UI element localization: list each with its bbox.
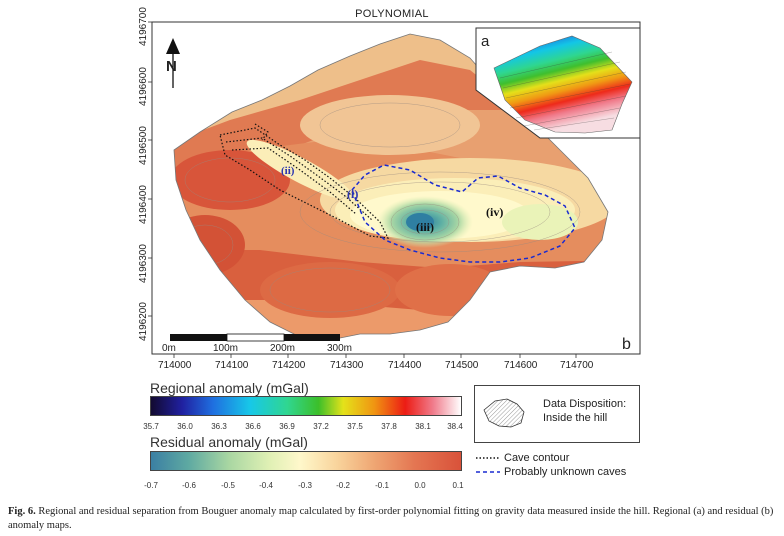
- x-tick-label: 714000: [158, 360, 192, 371]
- y-tick-label: 4196700: [138, 7, 149, 46]
- x-tick-label: 714600: [504, 360, 538, 371]
- north-arrow-icon: [166, 38, 180, 88]
- regional-tick: 35.7: [143, 422, 159, 431]
- panel-b-label: b: [622, 336, 631, 353]
- zone-label-iii: (iii): [416, 220, 434, 234]
- scale-label: 0m: [162, 343, 176, 354]
- caption-label: Fig. 6.: [8, 506, 36, 517]
- residual-tick: -0.1: [375, 481, 389, 490]
- regional-colorbar: [150, 396, 462, 416]
- y-tick-label: 4196200: [138, 302, 149, 341]
- x-tick-label: 714100: [215, 360, 249, 371]
- residual-tick: -0.7: [144, 481, 158, 490]
- zone-label-i: (i): [347, 187, 359, 201]
- map-title: POLYNOMIAL: [355, 8, 429, 20]
- north-label: N: [166, 58, 177, 75]
- legend-unknown-caves: Probably unknown caves: [504, 466, 627, 478]
- zone-label-iv: (iv): [486, 205, 504, 219]
- regional-colorbar-title: Regional anomaly (mGal): [150, 380, 309, 396]
- y-tick-label: 4196400: [138, 185, 149, 224]
- data-disposition-line2: Inside the hill: [543, 412, 608, 424]
- regional-tick: 36.9: [279, 422, 295, 431]
- x-tick-label: 714500: [445, 360, 479, 371]
- scale-label: 300m: [327, 343, 353, 354]
- regional-tick: 36.6: [245, 422, 261, 431]
- residual-colorbar-title: Residual anomaly (mGal): [150, 434, 308, 450]
- axis-ticks: [148, 21, 577, 358]
- regional-tick: 38.1: [415, 422, 431, 431]
- data-disposition-box: Data Disposition: Inside the hill: [474, 385, 640, 443]
- residual-tick: -0.4: [259, 481, 273, 490]
- figure-caption: Fig. 6. Regional and residual separation…: [8, 505, 778, 533]
- caption-text: Regional and residual separation from Bo…: [8, 506, 774, 531]
- x-tick-label: 714300: [330, 360, 364, 371]
- scale-bar: [170, 333, 340, 342]
- legend-cave-contour: Cave contour: [504, 452, 570, 464]
- regional-tick: 36.0: [177, 422, 193, 431]
- regional-tick: 37.2: [313, 422, 329, 431]
- x-tick-label: 714700: [560, 360, 594, 371]
- residual-tick: 0.0: [414, 481, 426, 490]
- hill-shape-icon: [483, 398, 525, 428]
- inset-regional-map: [475, 27, 641, 139]
- residual-tick: -0.5: [221, 481, 235, 490]
- regional-tick: 37.8: [381, 422, 397, 431]
- unknown-caves-outline: [351, 164, 576, 263]
- regional-tick: 37.5: [347, 422, 363, 431]
- regional-tick: 36.3: [211, 422, 227, 431]
- zone-label-ii: (ii): [281, 165, 295, 177]
- y-tick-label: 4196500: [138, 126, 149, 165]
- residual-anomaly-map: [148, 21, 641, 358]
- inset-a-label: a: [481, 33, 490, 50]
- regional-tick: 38.4: [447, 422, 463, 431]
- scale-label: 200m: [270, 343, 296, 354]
- x-tick-label: 714400: [388, 360, 422, 371]
- scale-label: 100m: [213, 343, 239, 354]
- residual-tick: -0.3: [298, 481, 312, 490]
- residual-colorbar: [150, 451, 462, 471]
- residual-tick: -0.6: [182, 481, 196, 490]
- x-tick-label: 714200: [272, 360, 306, 371]
- residual-tick: 0.1: [452, 481, 464, 490]
- cave-contour: [219, 123, 390, 239]
- residual-tick: -0.2: [336, 481, 350, 490]
- data-disposition-line1: Data Disposition:: [543, 398, 627, 410]
- legend-swatches: [476, 457, 500, 473]
- y-tick-label: 4196300: [138, 244, 149, 283]
- hill-outline: [173, 33, 609, 341]
- y-tick-label: 4196600: [138, 67, 149, 106]
